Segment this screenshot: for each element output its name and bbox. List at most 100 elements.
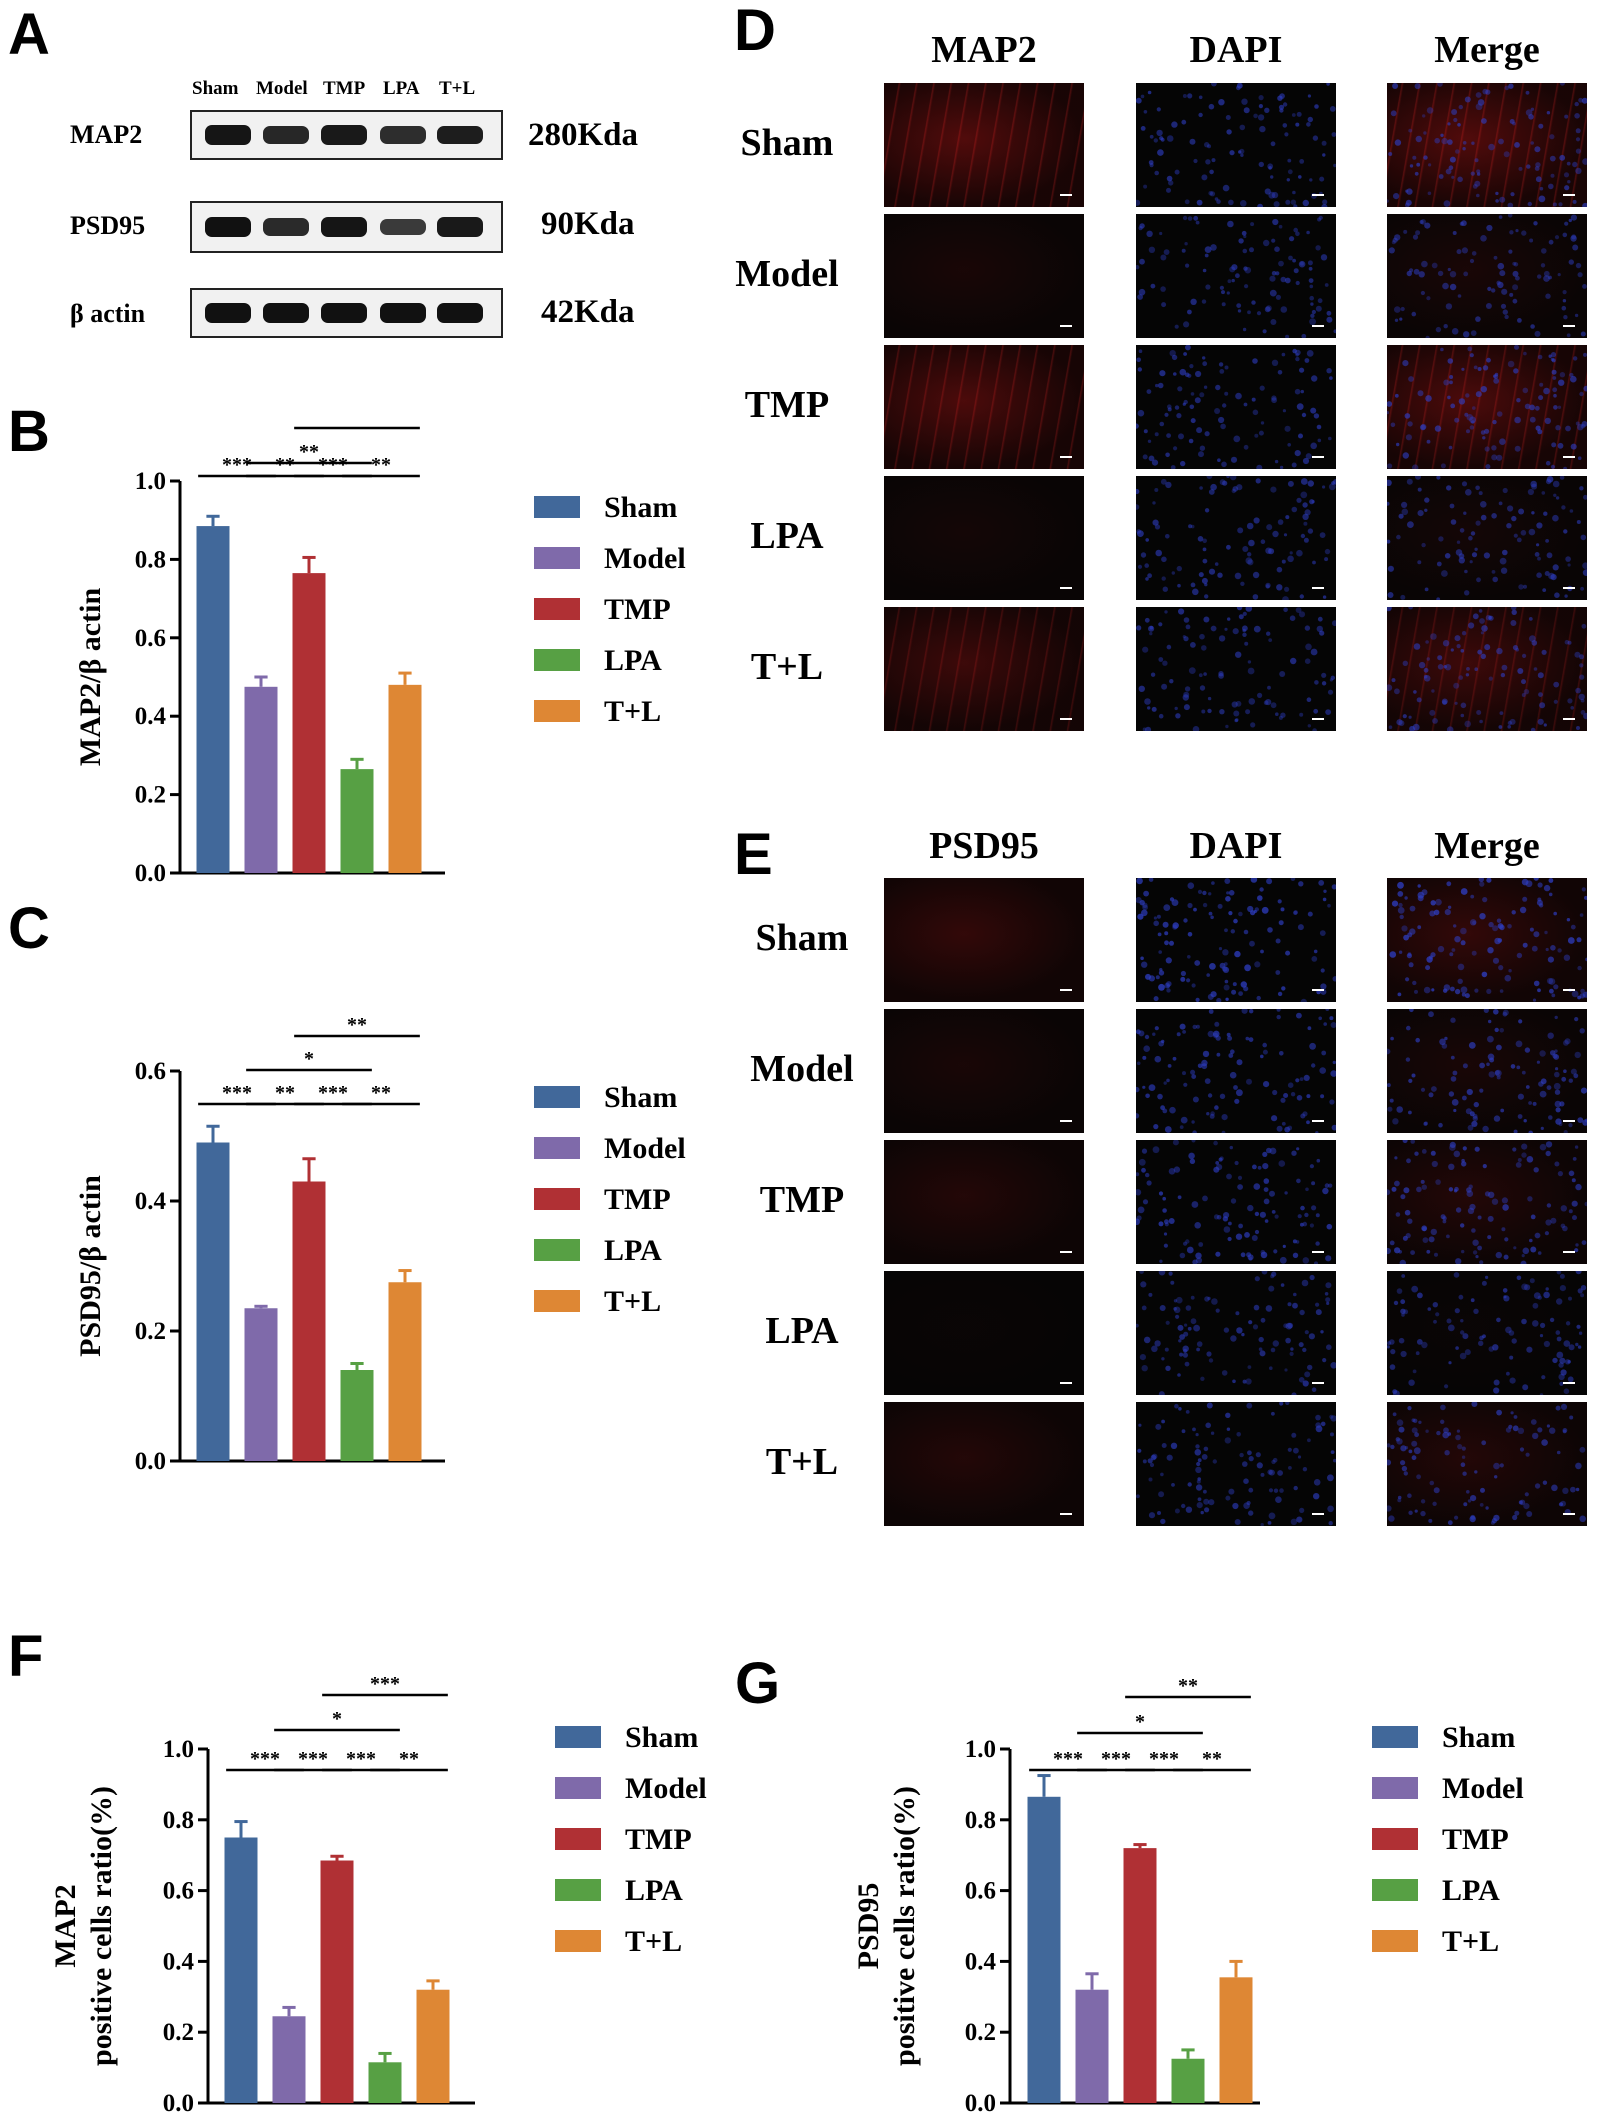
- wb-protein-label: PSD95: [70, 211, 146, 240]
- nucleus-dot: [1458, 553, 1465, 559]
- nucleus-dot: [1153, 920, 1159, 927]
- nucleus-dot: [1248, 539, 1255, 547]
- nucleus-dot: [1548, 1115, 1553, 1120]
- nucleus-dot: [1579, 674, 1585, 680]
- nucleus-dot: [1269, 1190, 1275, 1197]
- nucleus-dot: [1552, 480, 1560, 488]
- nucleus-dot: [1472, 1250, 1478, 1255]
- nucleus-dot: [1185, 345, 1191, 351]
- nucleus-dot: [1481, 1440, 1487, 1446]
- nucleus-dot: [1329, 1016, 1334, 1021]
- nucleus-dot: [1565, 425, 1571, 432]
- y-tick-label: 0.2: [163, 2019, 194, 2046]
- nucleus-dot: [1192, 1130, 1197, 1133]
- nucleus-dot: [1504, 85, 1510, 91]
- nucleus-dot: [1455, 1207, 1462, 1213]
- nucleus-dot: [1139, 900, 1145, 906]
- nucleus-dot: [1332, 1060, 1336, 1065]
- nucleus-dot: [1571, 990, 1579, 998]
- nucleus-dot: [1196, 1502, 1203, 1509]
- nucleus-dot: [1301, 412, 1307, 418]
- nucleus-dot: [1317, 438, 1322, 443]
- nuclei-layer: [1387, 83, 1587, 207]
- nucleus-dot: [1449, 271, 1457, 278]
- nucleus-dot: [1394, 306, 1401, 313]
- y-tick-label: 0.6: [965, 1878, 996, 1905]
- nucleus-dot: [1545, 293, 1551, 299]
- nucleus-dot: [1554, 1100, 1562, 1108]
- nucleus-dot: [1302, 502, 1308, 508]
- nucleus-dot: [1553, 1082, 1561, 1090]
- nucleus-dot: [1256, 464, 1263, 469]
- nucleus-dot: [1562, 232, 1568, 238]
- nucleus-dot: [1324, 1292, 1329, 1296]
- nucleus-dot: [1475, 485, 1480, 491]
- nucleus-dot: [1251, 1235, 1258, 1241]
- nucleus-dot: [1468, 622, 1475, 629]
- nucleus-dot: [1309, 284, 1314, 289]
- nucleus-dot: [1470, 894, 1475, 899]
- bar-model: [272, 2016, 306, 2103]
- nucleus-dot: [1496, 1044, 1502, 1051]
- wb-band: [437, 125, 483, 145]
- nucleus-dot: [1552, 564, 1559, 571]
- nucleus-dot: [1162, 1208, 1167, 1213]
- nucleus-dot: [1557, 442, 1564, 449]
- nucleus-dot: [1510, 192, 1515, 197]
- nucleus-dot: [1471, 950, 1477, 956]
- nucleus-dot: [1201, 577, 1208, 584]
- nucleus-dot: [1235, 1233, 1243, 1240]
- legend-label: Model: [604, 1132, 686, 1165]
- if-row-label: Sham: [755, 917, 849, 959]
- nucleus-dot: [1387, 1443, 1391, 1448]
- nucleus-dot: [1526, 1511, 1533, 1517]
- nucleus-dot: [1481, 118, 1487, 124]
- nucleus-dot: [1318, 1016, 1322, 1021]
- nucleus-dot: [1306, 230, 1310, 235]
- nucleus-dot: [1582, 284, 1587, 289]
- nucleus-dot: [1390, 110, 1397, 117]
- nucleus-dot: [1254, 1211, 1260, 1217]
- nucleus-dot: [1136, 1086, 1140, 1093]
- nucleus-dot: [1570, 924, 1576, 930]
- nucleus-dot: [1271, 1271, 1277, 1277]
- nucleus-dot: [1502, 1011, 1508, 1017]
- nucleus-dot: [1521, 679, 1526, 685]
- nucleus-dot: [1165, 481, 1172, 489]
- nucleus-dot: [1432, 1302, 1438, 1308]
- nucleus-dot: [1158, 713, 1164, 719]
- nucleus-dot: [1537, 1251, 1542, 1255]
- nucleus-dot: [1158, 1221, 1164, 1227]
- nucleus-dot: [1388, 247, 1395, 254]
- nucleus-dot: [1518, 166, 1523, 171]
- nucleus-dot: [1236, 1089, 1243, 1097]
- nucleus-dot: [1576, 726, 1580, 730]
- nucleus-dot: [1143, 1045, 1150, 1052]
- nucleus-dot: [1558, 1502, 1564, 1507]
- nucleus-dot: [1485, 1275, 1489, 1279]
- nucleus-dot: [1549, 155, 1556, 162]
- nucleus-dot: [1472, 613, 1479, 620]
- nucleus-dot: [1547, 1032, 1554, 1039]
- nucleus-dot: [1503, 1254, 1509, 1260]
- nucleus-dot: [1314, 104, 1319, 109]
- nucleus-dot: [1281, 559, 1286, 564]
- nucleus-dot: [1574, 651, 1581, 658]
- nucleus-dot: [1232, 1379, 1236, 1384]
- nucleus-dot: [1178, 1407, 1182, 1411]
- nucleus-dot: [1468, 1184, 1473, 1189]
- nucleus-dot: [1389, 1339, 1395, 1345]
- nuclei-layer: [1387, 1402, 1586, 1526]
- nucleus-dot: [1306, 350, 1314, 357]
- nucleus-dot: [1311, 500, 1315, 504]
- nucleus-dot: [1309, 1042, 1316, 1050]
- nucleus-dot: [1533, 931, 1540, 938]
- nucleus-dot: [1507, 725, 1511, 729]
- bar-lpa: [340, 769, 374, 873]
- nucleus-dot: [1281, 1121, 1286, 1126]
- nucleus-dot: [1309, 178, 1313, 182]
- significance-label: ***: [1149, 1748, 1179, 1770]
- nucleus-dot: [1148, 1512, 1156, 1519]
- nucleus-dot: [1555, 1405, 1561, 1411]
- nucleus-dot: [1400, 1299, 1406, 1305]
